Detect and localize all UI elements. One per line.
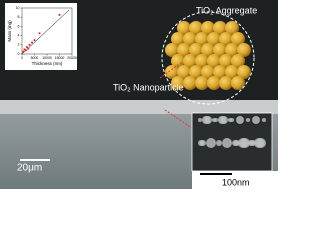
x-axis-label: Thickness (nm) <box>32 61 63 66</box>
ball <box>201 43 215 57</box>
pointer <box>159 61 183 79</box>
ball <box>171 32 185 46</box>
ball <box>165 65 179 79</box>
y-tick-label: 4 <box>18 34 20 38</box>
y-tick-label: 8 <box>18 15 20 19</box>
ball <box>183 32 197 46</box>
point <box>33 39 36 42</box>
ball <box>225 65 239 79</box>
ball <box>231 32 245 46</box>
ball <box>177 43 191 57</box>
ball <box>183 76 197 90</box>
scale-label: 100nm <box>222 177 250 187</box>
particle <box>236 116 244 124</box>
ball <box>189 65 203 79</box>
ball <box>177 65 191 79</box>
ball <box>207 76 221 90</box>
ball <box>213 21 227 35</box>
chart: 0 5000 10000 15000 20000 0 2 4 6 8 10 Thickness (nm… <box>7 6 77 66</box>
point <box>28 43 31 46</box>
scale-label: 20μm <box>17 163 42 174</box>
particle <box>232 140 238 146</box>
ball <box>219 76 233 90</box>
particle <box>216 140 222 146</box>
ball <box>171 76 185 90</box>
particle <box>252 116 260 124</box>
scale-panel <box>192 171 278 189</box>
ball <box>231 54 245 68</box>
aggregate-outline <box>161 11 255 105</box>
ball <box>237 65 251 79</box>
y-axis-label: Mass (mg) <box>7 20 12 42</box>
point <box>58 14 61 16</box>
ball <box>195 32 209 46</box>
ball <box>213 65 227 79</box>
ball <box>177 21 191 35</box>
ball <box>201 65 215 79</box>
x-tick-label: 10000 <box>42 56 52 60</box>
point <box>27 47 30 50</box>
fit-line <box>21 9 70 55</box>
point <box>24 49 27 52</box>
ball <box>213 43 227 57</box>
y-tick-label: 6 <box>18 24 20 28</box>
particle <box>222 138 232 148</box>
particle <box>206 138 216 148</box>
x-tick-label: 15000 <box>55 56 65 60</box>
aggregate <box>165 21 251 90</box>
particle <box>212 118 216 122</box>
ball <box>219 32 233 46</box>
y-tick-label: 10 <box>16 6 20 10</box>
y-tick-label: 0 <box>18 52 20 56</box>
particle <box>202 116 210 124</box>
ball <box>189 21 203 35</box>
ball <box>207 54 221 68</box>
particle <box>198 140 204 146</box>
point <box>26 46 28 48</box>
particle <box>254 138 264 148</box>
ball <box>225 43 239 57</box>
ball <box>231 76 245 90</box>
ball <box>201 21 215 35</box>
ball <box>165 43 179 57</box>
point <box>31 41 33 44</box>
ball <box>195 54 209 68</box>
particle <box>248 140 254 146</box>
ball <box>237 43 251 57</box>
particle <box>246 118 250 122</box>
ball <box>207 32 221 46</box>
figure: TiO₂ Aggregate TiO₂ Nanoparticle 100nm 2… <box>0 0 278 189</box>
point <box>38 32 41 35</box>
y-tick-label: 2 <box>18 43 20 47</box>
ball <box>171 54 185 68</box>
ball <box>219 54 233 68</box>
particle <box>218 116 226 124</box>
x-tick-label: 5000 <box>31 56 39 60</box>
pointer <box>164 109 196 131</box>
particles <box>198 116 266 148</box>
ball <box>225 21 239 35</box>
particle <box>198 118 202 122</box>
film-layer <box>0 100 278 114</box>
particle <box>262 118 266 122</box>
x-tick-label: 20000 <box>67 56 77 60</box>
point <box>23 48 26 51</box>
x-tick-label: 0 <box>21 56 23 60</box>
ball <box>189 43 203 57</box>
ball <box>195 76 209 90</box>
particle <box>238 138 248 148</box>
nanoparticle-label: TiO₂ Nanoparticle <box>113 82 184 92</box>
ball <box>183 54 197 68</box>
aggregate-label: TiO₂ Aggregate <box>196 5 257 15</box>
particle <box>228 118 232 122</box>
point <box>22 50 25 53</box>
